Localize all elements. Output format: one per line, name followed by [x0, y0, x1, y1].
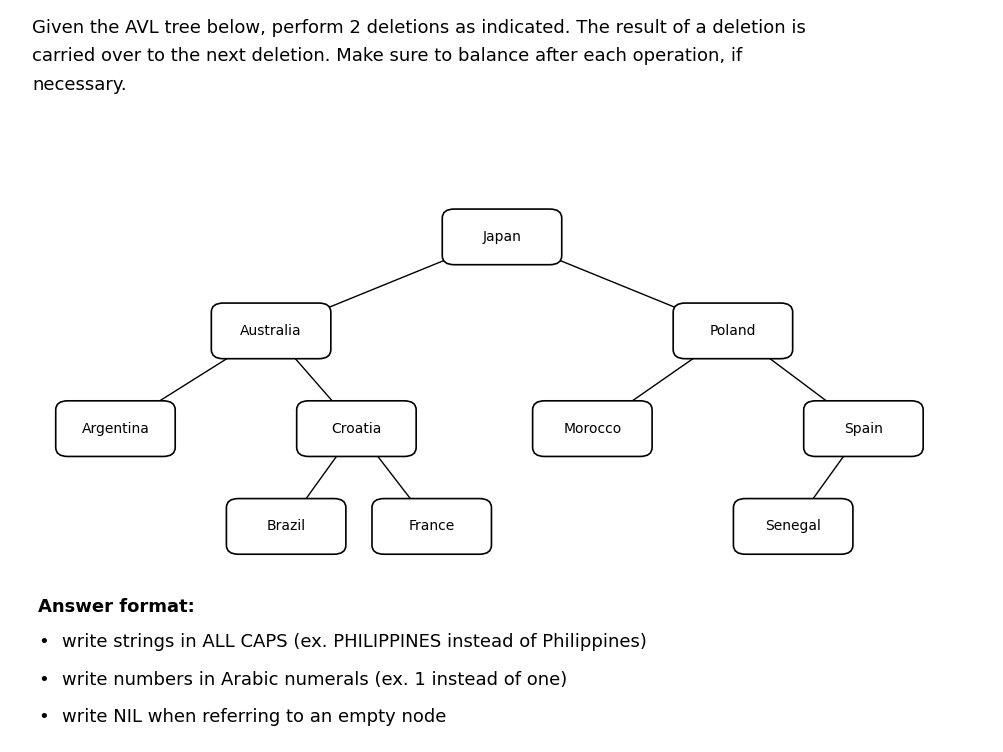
FancyBboxPatch shape [56, 401, 176, 456]
Text: necessary.: necessary. [32, 76, 126, 94]
Text: •: • [38, 708, 49, 726]
FancyBboxPatch shape [442, 209, 562, 265]
Text: Argentina: Argentina [81, 422, 149, 435]
Text: write strings in ALL CAPS (ex. PHILIPPINES instead of Philippines): write strings in ALL CAPS (ex. PHILIPPIN… [62, 633, 647, 651]
FancyBboxPatch shape [297, 401, 416, 456]
Text: Australia: Australia [240, 324, 302, 338]
Text: carried over to the next deletion. Make sure to balance after each operation, if: carried over to the next deletion. Make … [32, 47, 741, 65]
Text: Croatia: Croatia [331, 422, 381, 435]
Text: Japan: Japan [482, 230, 521, 244]
Text: France: France [408, 520, 454, 533]
Text: Brazil: Brazil [267, 520, 305, 533]
Text: •: • [38, 671, 49, 689]
Text: •: • [38, 633, 49, 651]
Text: Senegal: Senegal [764, 520, 820, 533]
FancyBboxPatch shape [732, 499, 853, 554]
Text: Answer format:: Answer format: [38, 598, 195, 616]
FancyBboxPatch shape [533, 401, 652, 456]
Text: write numbers in Arabic numerals (ex. 1 instead of one): write numbers in Arabic numerals (ex. 1 … [62, 671, 567, 689]
FancyBboxPatch shape [372, 499, 491, 554]
Text: Poland: Poland [709, 324, 755, 338]
FancyBboxPatch shape [672, 303, 792, 359]
FancyBboxPatch shape [212, 303, 331, 359]
FancyBboxPatch shape [803, 401, 923, 456]
Text: Morocco: Morocco [563, 422, 621, 435]
FancyBboxPatch shape [227, 499, 345, 554]
Text: write NIL when referring to an empty node: write NIL when referring to an empty nod… [62, 708, 446, 726]
Text: Given the AVL tree below, perform 2 deletions as indicated. The result of a dele: Given the AVL tree below, perform 2 dele… [32, 19, 805, 37]
Text: Spain: Spain [844, 422, 882, 435]
